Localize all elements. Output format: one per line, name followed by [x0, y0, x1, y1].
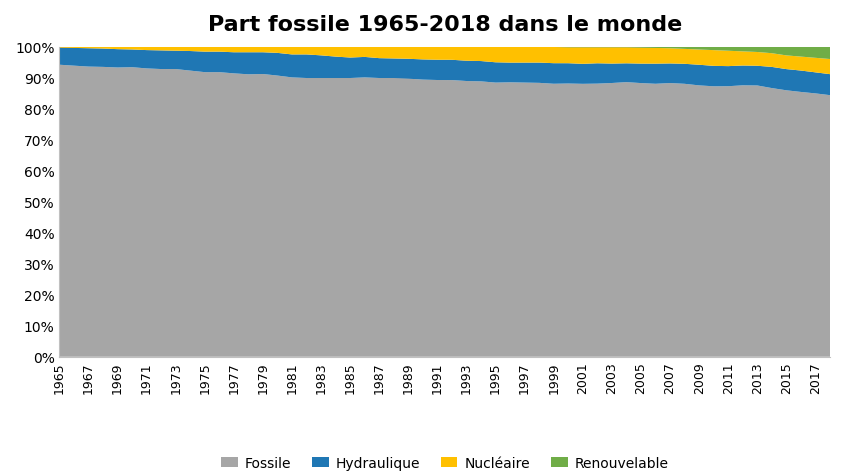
Legend: Fossile, Hydraulique, Nucléaire, Renouvelable: Fossile, Hydraulique, Nucléaire, Renouve…: [215, 451, 674, 476]
Title: Part fossile 1965-2018 dans le monde: Part fossile 1965-2018 dans le monde: [208, 15, 681, 35]
